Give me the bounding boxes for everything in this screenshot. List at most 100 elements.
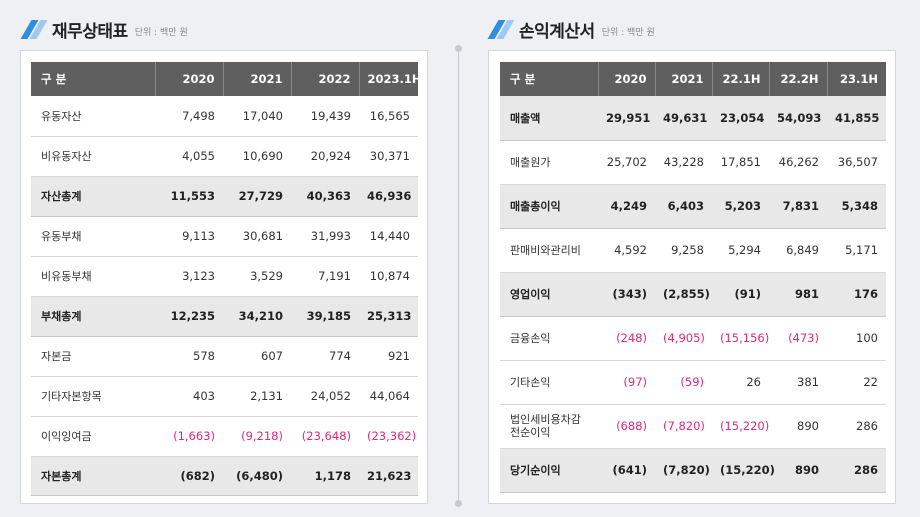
- cell-value: 921: [359, 336, 418, 377]
- table-row: 비유동자산 4,055 10,690 20,924 30,371: [31, 136, 418, 177]
- table-row: 자산총계 11,553 27,729 40,363 46,936: [31, 176, 418, 217]
- cell-value: 403: [155, 376, 223, 417]
- cell-value: 30,681: [223, 216, 291, 257]
- column-header-label: 구 분: [500, 62, 598, 96]
- table-row: 판매비와관리비 4,592 9,258 5,294 6,849 5,171: [500, 228, 886, 273]
- cell-value: 11,553: [155, 176, 223, 217]
- column-header-2021: 2021: [222, 62, 291, 96]
- cell-value: (59): [655, 360, 712, 405]
- cell-value: 17,040: [223, 96, 291, 137]
- column-header-2020: 2020: [154, 62, 223, 96]
- balance-sheet-header: 재무상태표 단위 : 백만 원: [20, 14, 188, 44]
- cell-value: 286: [827, 404, 886, 449]
- cell-value: 19,439: [291, 96, 359, 137]
- cell-value: 17,851: [712, 140, 769, 185]
- cell-value: 5,171: [827, 228, 886, 273]
- cell-value: 22: [827, 360, 886, 405]
- cell-value: 10,874: [359, 256, 418, 297]
- cell-value: 5,203: [712, 184, 769, 229]
- cell-value: 607: [223, 336, 291, 377]
- cell-value: 381: [769, 360, 827, 405]
- cell-value: 3,529: [223, 256, 291, 297]
- cell-value: 14,440: [359, 216, 418, 257]
- cell-value: (688): [598, 404, 655, 449]
- cell-value: (2,855): [655, 272, 712, 317]
- cell-value: (97): [598, 360, 655, 405]
- cell-value: (641): [598, 448, 655, 493]
- row-label: 자본총계: [31, 456, 155, 496]
- divider-dot-bottom: [455, 500, 462, 507]
- cell-value: (15,220): [712, 404, 769, 449]
- table-row: 자본금 578 607 774 921: [31, 336, 418, 377]
- table-row: 부채총계 12,235 34,210 39,185 25,313: [31, 296, 418, 337]
- balance-sheet-card: 구 분 2020 2021 2022 2023.1H 유동자산 7,498 17,040 19…: [20, 50, 428, 504]
- row-label: 유동부채: [31, 216, 155, 257]
- table-row: 매출원가 25,702 43,228 17,851 46,262 36,507: [500, 140, 886, 185]
- cell-value: 24,052: [291, 376, 359, 417]
- table-row: 기타손익 (97) (59) 26 381 22: [500, 360, 886, 405]
- cell-value: 774: [291, 336, 359, 377]
- cell-value: (7,820): [655, 448, 712, 493]
- table-row: 영업이익 (343) (2,855) (91) 981 176: [500, 272, 886, 317]
- slash-icon: [20, 18, 46, 40]
- cell-value: 981: [769, 272, 827, 317]
- column-header-22.2H: 22.2H: [768, 62, 827, 96]
- cell-value: 39,185: [291, 296, 359, 337]
- cell-value: 21,623: [359, 456, 418, 496]
- cell-value: (23,362): [359, 416, 418, 457]
- cell-value: 890: [769, 448, 827, 493]
- income-statement-header: 손익계산서 단위 : 백만 원: [487, 14, 655, 44]
- cell-value: 7,191: [291, 256, 359, 297]
- row-label: 매출원가: [500, 140, 598, 185]
- cell-value: 100: [827, 316, 886, 361]
- income-statement-table: 구 분 2020 2021 22.1H 22.2H 23.1H 매출액 29,951 49,6…: [500, 62, 886, 493]
- panel-divider: [458, 48, 459, 506]
- table-row: 금융손익 (248) (4,905) (15,156) (473) 100: [500, 316, 886, 361]
- table-row: 유동자산 7,498 17,040 19,439 16,565: [31, 96, 418, 137]
- cell-value: 34,210: [223, 296, 291, 337]
- cell-value: 6,849: [769, 228, 827, 273]
- row-label: 영업이익: [500, 272, 598, 317]
- cell-value: (1,663): [155, 416, 223, 457]
- cell-value: 20,924: [291, 136, 359, 177]
- cell-value: 46,262: [769, 140, 827, 185]
- cell-value: 16,565: [359, 96, 418, 137]
- cell-value: 10,690: [223, 136, 291, 177]
- income-statement-title: 손익계산서: [519, 21, 595, 42]
- income-statement-unit: 단위 : 백만 원: [601, 28, 655, 38]
- cell-value: 1,178: [291, 456, 359, 496]
- cell-value: (248): [598, 316, 655, 361]
- cell-value: 46,936: [359, 176, 418, 217]
- cell-value: 25,702: [598, 140, 655, 185]
- column-header-label: 구 분: [31, 62, 155, 96]
- cell-value: (473): [769, 316, 827, 361]
- income-statement-header-row: 구 분 2020 2021 22.1H 22.2H 23.1H: [500, 62, 886, 96]
- cell-value: 7,498: [155, 96, 223, 137]
- cell-value: 25,313: [359, 296, 418, 337]
- cell-value: 41,855: [827, 96, 886, 141]
- cell-value: 31,993: [291, 216, 359, 257]
- divider-dot-top: [455, 45, 462, 52]
- table-row: 비유동부채 3,123 3,529 7,191 10,874: [31, 256, 418, 297]
- cell-value: (682): [155, 456, 223, 496]
- balance-sheet-header-row: 구 분 2020 2021 2022 2023.1H: [31, 62, 422, 96]
- slash-icon: [487, 18, 513, 40]
- cell-value: 12,235: [155, 296, 223, 337]
- cell-value: 890: [769, 404, 827, 449]
- table-row: 이익잉여금 (1,663) (9,218) (23,648) (23,362): [31, 416, 418, 457]
- cell-value: 54,093: [769, 96, 827, 141]
- column-header-22.1H: 22.1H: [711, 62, 769, 96]
- cell-value: (15,156): [712, 316, 769, 361]
- cell-value: 4,592: [598, 228, 655, 273]
- row-label: 법인세비용차감전순이익: [500, 404, 598, 449]
- row-label: 비유동부채: [31, 256, 155, 297]
- cell-value: (23,648): [291, 416, 359, 457]
- table-row: 법인세비용차감전순이익 (688) (7,820) (15,220) 890 286: [500, 404, 886, 449]
- row-label: 비유동자산: [31, 136, 155, 177]
- cell-value: 5,348: [827, 184, 886, 229]
- cell-value: 9,113: [155, 216, 223, 257]
- table-row: 매출총이익 4,249 6,403 5,203 7,831 5,348: [500, 184, 886, 229]
- cell-value: (343): [598, 272, 655, 317]
- table-row: 기타자본항목 403 2,131 24,052 44,064: [31, 376, 418, 417]
- cell-value: 6,403: [655, 184, 712, 229]
